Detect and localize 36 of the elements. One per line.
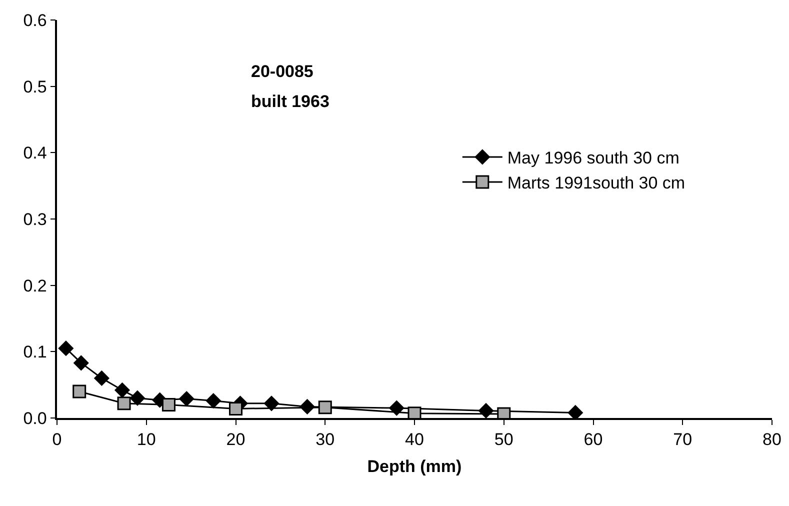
point [162,398,176,412]
annotation: built 1963 [251,92,330,111]
point [178,390,194,407]
text: 0.0 [23,408,47,428]
point [478,402,494,418]
y-tick-label: 0.5 [23,77,47,96]
annotation: 20-0085 [251,62,314,81]
point [206,392,222,409]
legend-label: Marts 1991south 30 cm [507,174,686,193]
x-tick-label: 70 [673,430,692,450]
y-tick-label: 0.6 [23,10,47,30]
x-tick-label: 60 [584,430,603,450]
y-tick-label: 0.1 [23,342,47,362]
point [229,402,242,416]
y-tick-label: 0.2 [23,276,47,296]
point [264,396,280,412]
x-tick-label: 30 [316,430,335,450]
x-tick-label: 20 [226,430,246,450]
point [117,396,131,410]
point [58,340,74,356]
x-tick-label: 50 [494,430,514,450]
legend-label: May 1996 south 30 cm [507,148,680,168]
point [318,400,332,414]
point [72,384,86,398]
point [94,370,110,386]
x-tick-label: 40 [405,430,424,450]
x-tick-label: 10 [136,430,156,450]
point [114,382,130,398]
point [130,390,146,406]
x-tick-label: 0 [52,430,62,450]
point [408,406,422,418]
x-axis-title: Depth (mm) [367,457,462,476]
y-tick-label: 0.4 [23,144,47,163]
point [73,355,89,371]
x-tick-label: 80 [762,430,782,450]
y-tick-label: 0.3 [23,210,47,229]
